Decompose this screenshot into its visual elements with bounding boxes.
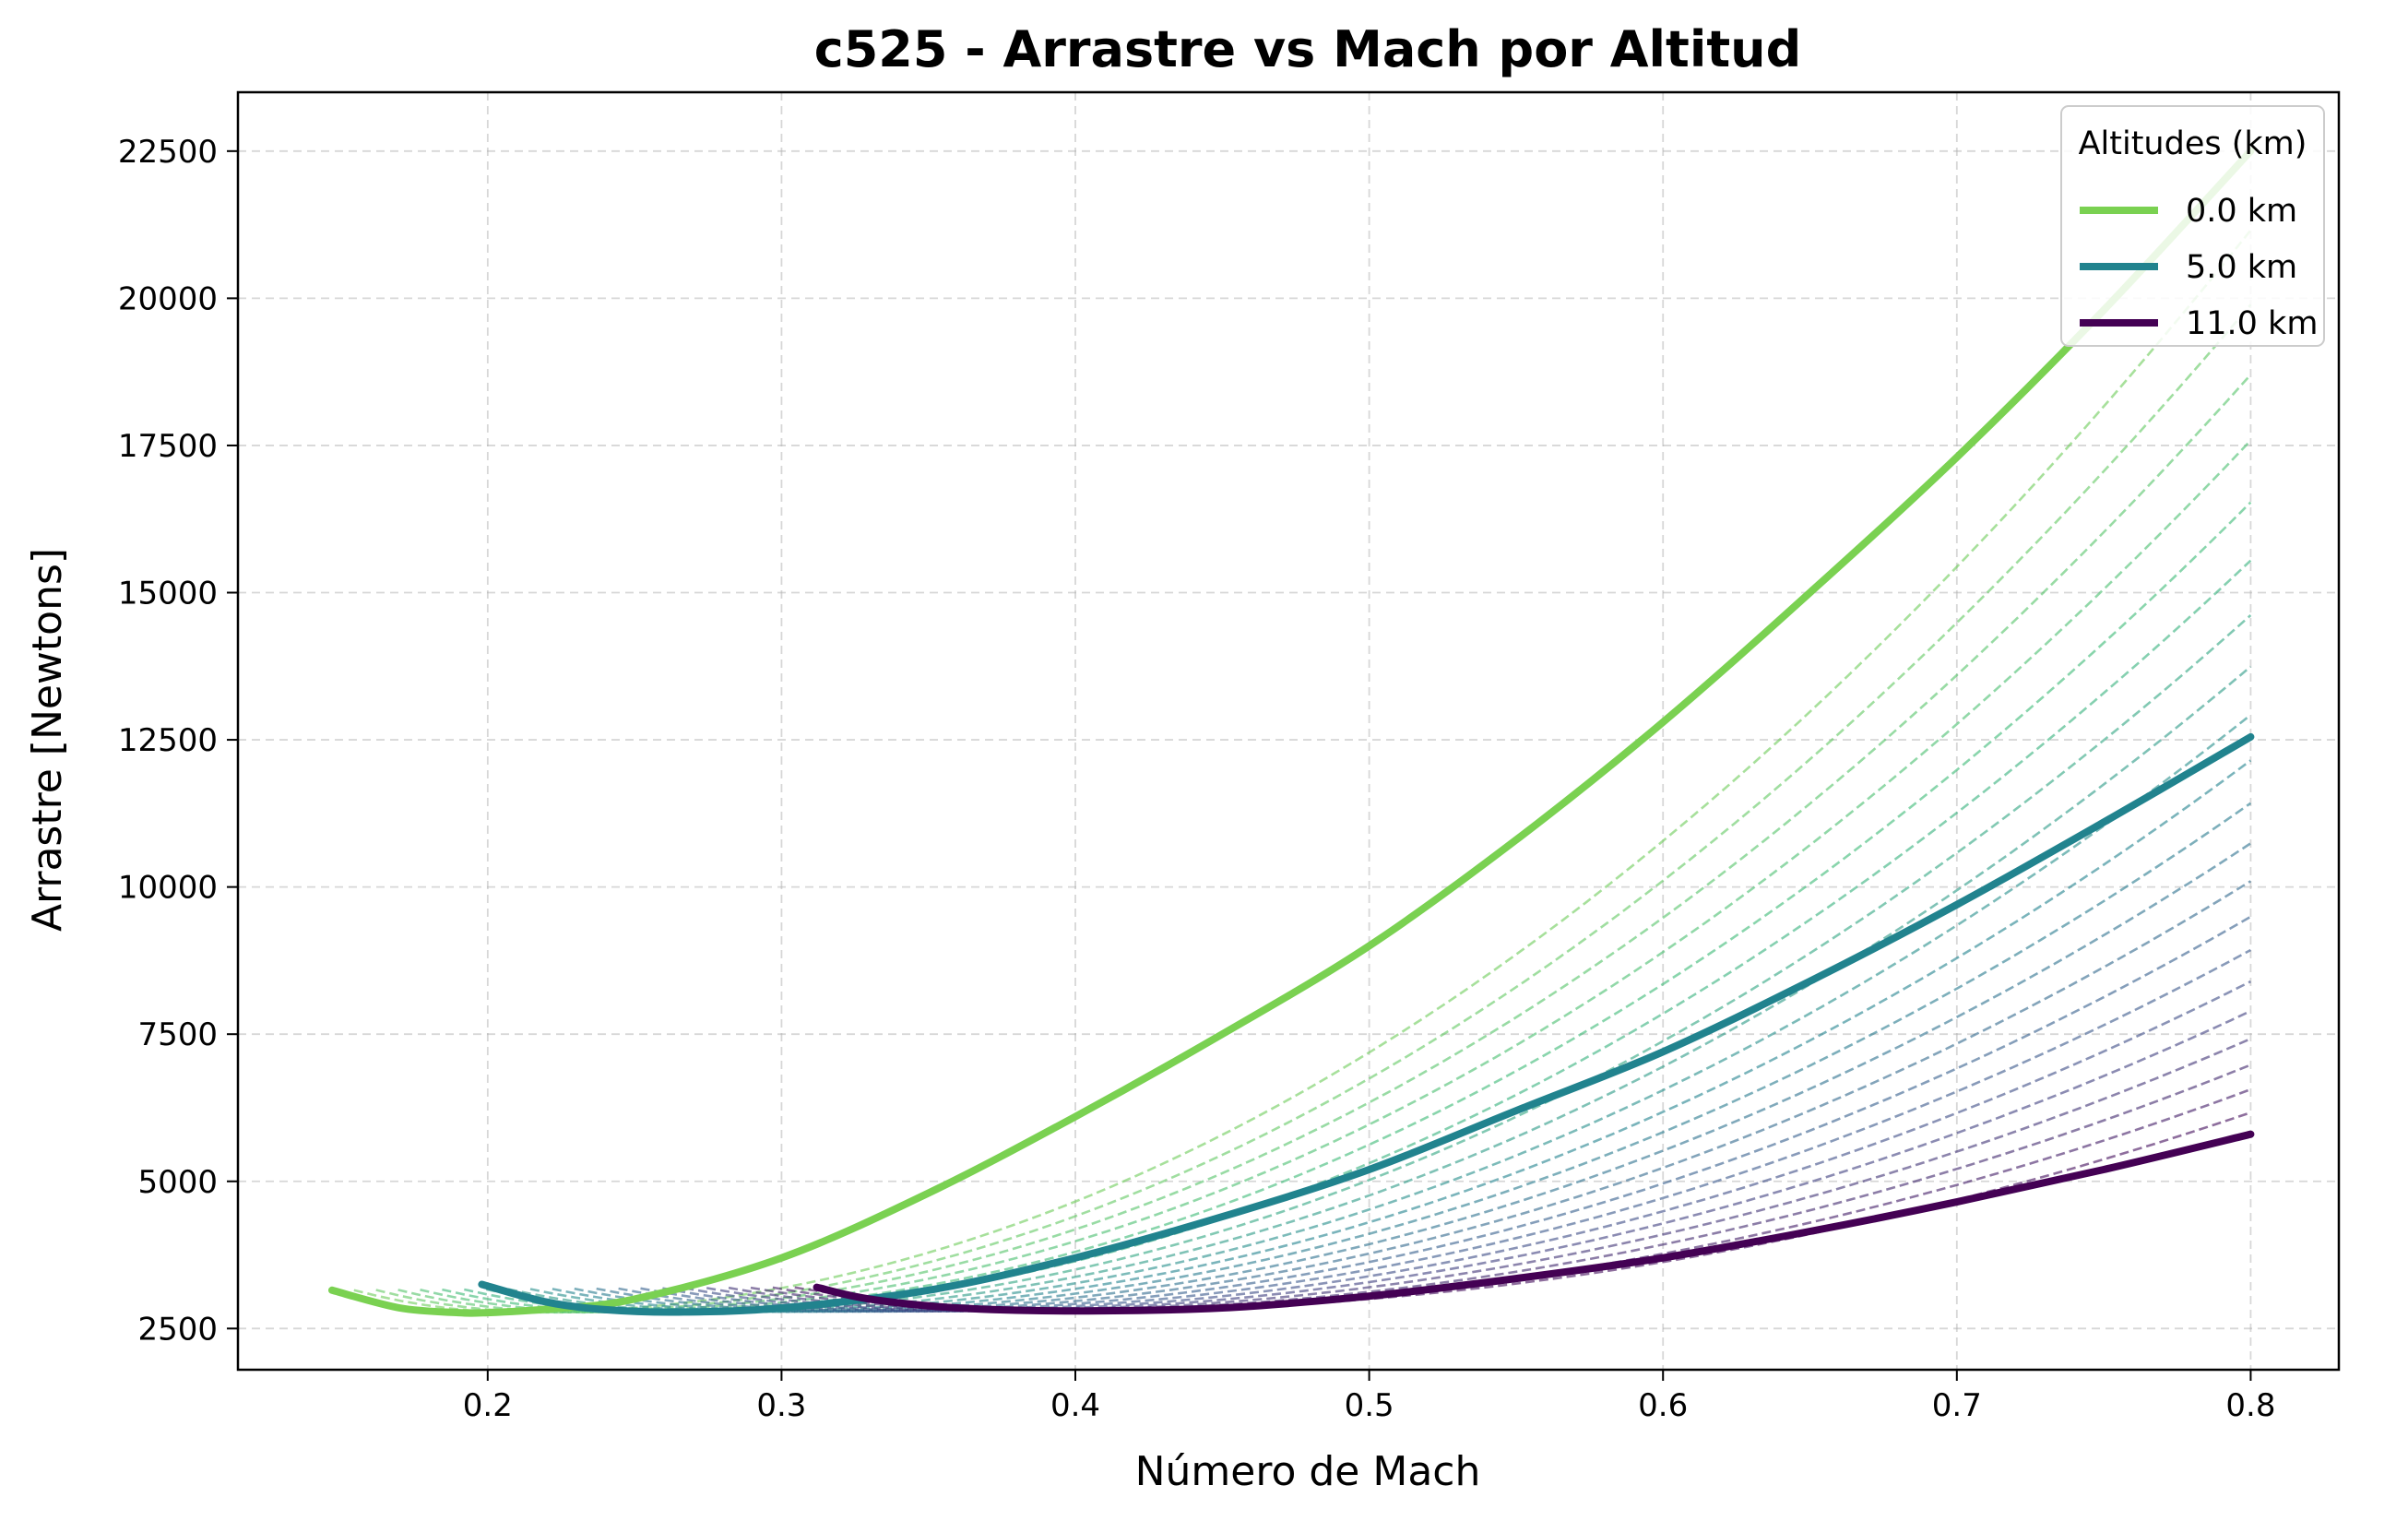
- y-axis-label: Arrastre [Newtons]: [24, 548, 71, 932]
- x-axis-label: Número de Mach: [1135, 1448, 1481, 1495]
- y-tick-label: 10000: [118, 870, 218, 907]
- intermediate-altitude-line: [706, 1009, 2251, 1313]
- intermediate-altitude-line: [375, 303, 2252, 1314]
- intermediate-altitude-line: [529, 714, 2252, 1313]
- series-line-2: [478, 732, 2255, 1316]
- intermediate-altitude-line: [684, 980, 2251, 1313]
- x-tick-label: 0.7: [1932, 1387, 1982, 1424]
- legend-title: Altitudes (km): [2079, 125, 2307, 162]
- x-tick-label: 0.4: [1050, 1387, 1100, 1424]
- legend: Altitudes (km) 0.0 km 5.0 km 11.0 km: [2060, 105, 2325, 347]
- series-line-1: [328, 147, 2255, 1317]
- y-tick-label: 2500: [137, 1311, 218, 1348]
- intermediate-altitude-line: [442, 501, 2252, 1313]
- legend-entry-label: 0.0 km: [2186, 193, 2297, 230]
- legend-entry-label: 5.0 km: [2186, 249, 2297, 286]
- x-tick-label: 0.6: [1638, 1387, 1688, 1424]
- x-tick-label: 0.2: [463, 1387, 513, 1424]
- chart-title: c525 - Arrastre vs Mach por Altitud: [814, 20, 1802, 78]
- y-tick-label: 5000: [137, 1164, 218, 1201]
- x-tick-label: 0.5: [1345, 1387, 1394, 1424]
- x-tick-label: 0.3: [756, 1387, 806, 1424]
- y-tick-label: 12500: [118, 722, 218, 759]
- y-tick-label: 22500: [118, 134, 218, 171]
- legend-entry-label: 11.0 km: [2186, 305, 2318, 342]
- y-tick-label: 20000: [118, 280, 218, 317]
- axis-ticks: 0.2 0.3 0.4 0.5 0.6 0.7 0.8 2500 5000 7500 10000 12…: [118, 134, 2276, 1424]
- x-tick-label: 0.8: [2225, 1387, 2275, 1424]
- y-tick-label: 17500: [118, 428, 218, 465]
- y-tick-label: 15000: [118, 576, 218, 612]
- series-line-3: [813, 1130, 2255, 1315]
- main-series-lines: [328, 147, 2255, 1317]
- y-tick-label: 7500: [137, 1016, 218, 1053]
- legend-box: [2060, 105, 2325, 347]
- intermediate-altitude-line: [618, 880, 2252, 1313]
- intermediate-altitude-line: [397, 374, 2252, 1314]
- plot-frame: [236, 90, 2341, 1372]
